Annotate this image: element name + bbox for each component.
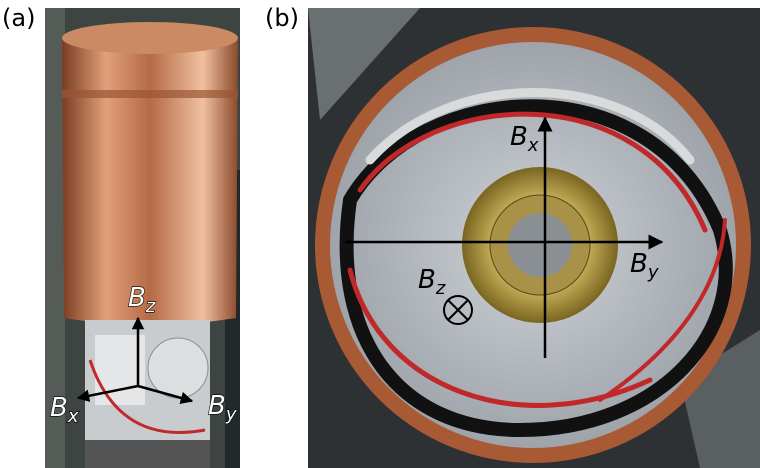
axis-label-part: B <box>630 249 648 279</box>
axis-label-part: z <box>145 296 156 317</box>
axis-label-part: B <box>208 391 226 421</box>
axis-label-part: B <box>50 393 68 423</box>
photo-b <box>308 8 760 468</box>
figure: (a) (b) Bz Bx By Bx By Bz <box>0 0 760 468</box>
axis-label-part: y <box>225 404 237 425</box>
axis-label-part: B <box>128 283 146 313</box>
axis-label-part: z <box>435 278 446 299</box>
axis-label-part: B <box>510 122 528 152</box>
panel-label: (a) <box>2 4 35 32</box>
axis-label-part: y <box>647 262 659 283</box>
axis-label-part: B <box>418 265 436 295</box>
axis-label-part: x <box>527 135 539 156</box>
panel-label: (b) <box>265 4 299 32</box>
axis-label-part: x <box>67 406 79 427</box>
